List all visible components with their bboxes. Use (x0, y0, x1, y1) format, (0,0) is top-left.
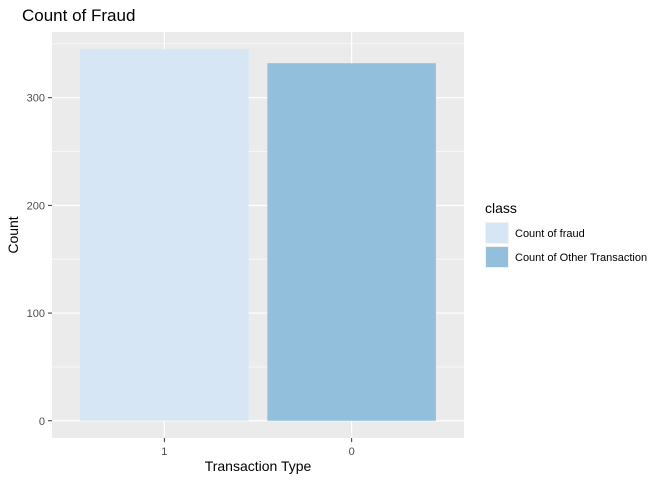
legend-swatch (486, 223, 508, 243)
x-tick-label: 1 (161, 446, 167, 458)
bar-1 (80, 49, 249, 421)
x-tick-label: 0 (349, 446, 355, 458)
y-tick-label: 100 (27, 308, 45, 320)
legend-title: class (485, 200, 517, 216)
bars (80, 49, 436, 421)
x-axis-label: Transaction Type (205, 458, 312, 474)
y-tick-label: 200 (27, 200, 45, 212)
legend-entry-label: Count of fraud (515, 228, 585, 240)
y-tick-label: 300 (27, 93, 45, 105)
y-tick-label: 0 (39, 416, 45, 428)
bar-0 (267, 63, 436, 421)
y-axis: 0 100 200 300 (27, 93, 52, 428)
legend-entries: Count of fraud Count of Other Transaction (485, 222, 647, 268)
legend-entry-label: Count of Other Transaction (515, 252, 647, 264)
legend: class Count of fraud Count of Other Trans… (485, 200, 647, 268)
y-axis-label: Count (5, 216, 21, 253)
chart-title: Count of Fraud (22, 6, 135, 25)
legend-swatch (486, 247, 508, 267)
